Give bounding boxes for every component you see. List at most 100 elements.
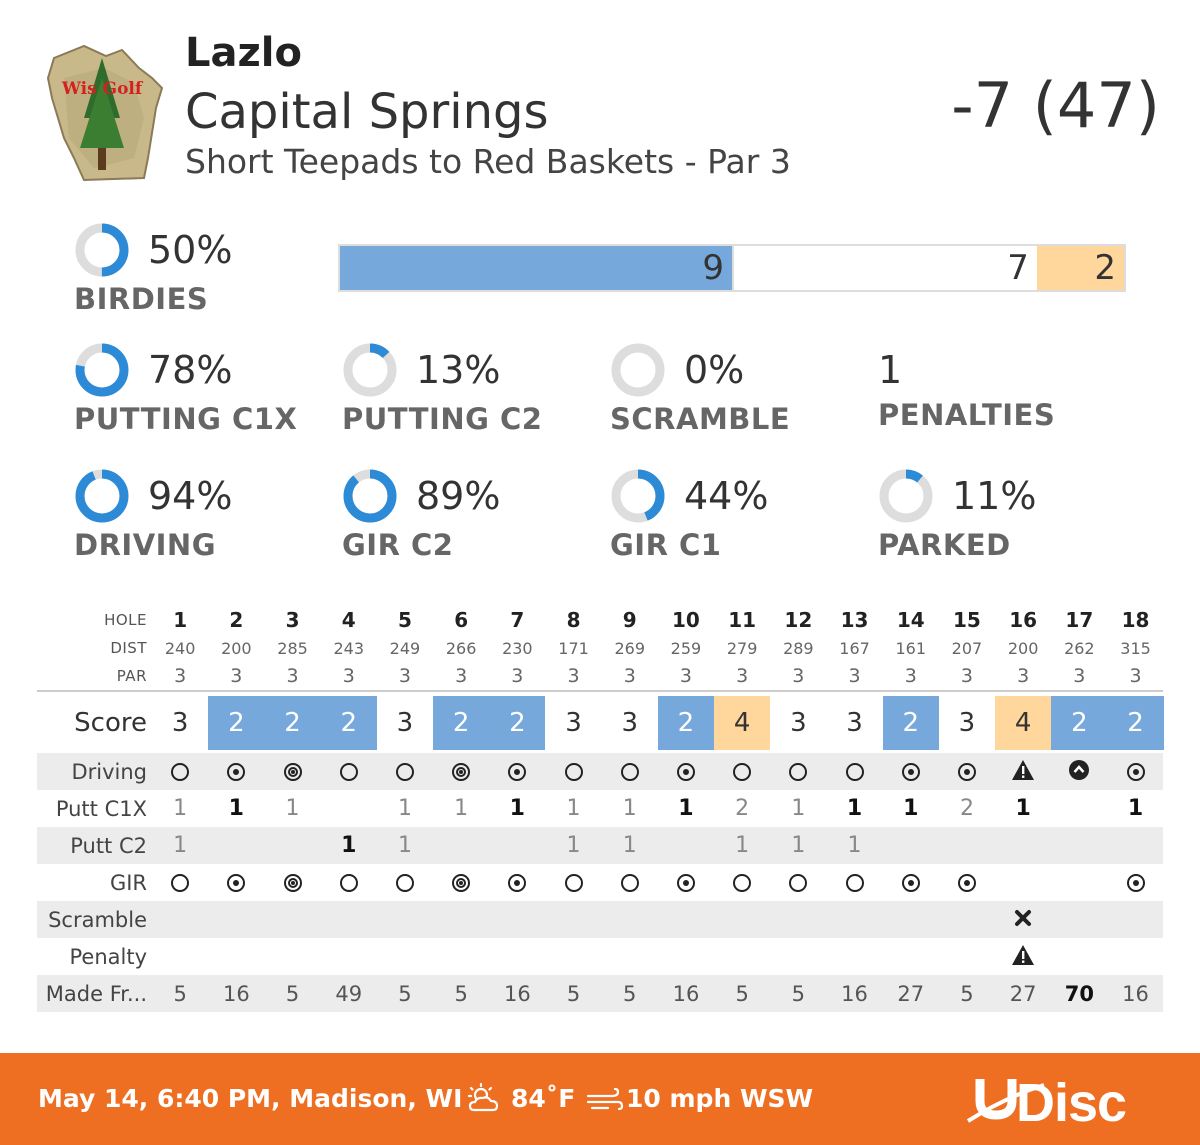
holes-cell: 1 — [173, 608, 188, 632]
made-from-cell: 5 — [735, 981, 749, 1006]
gir-c1-ring — [611, 469, 665, 523]
bullseye-icon — [283, 873, 302, 892]
putt-c1x-row: Putt C1X 1 1 1 1 1 1 1 1 1 2 1 1 1 2 1 1 — [37, 790, 1163, 827]
score-cell: 2 — [208, 696, 265, 750]
dist-cell: 230 — [502, 638, 533, 658]
scramble-ring — [611, 343, 665, 397]
score-bar-segment: 7 — [732, 246, 1037, 290]
driving-cell — [826, 753, 882, 790]
penalty-cell — [489, 938, 545, 975]
putt-c1x-cell: 1 — [678, 796, 694, 821]
made-from-cell: 16 — [222, 981, 250, 1006]
holes-cell: 10 — [672, 608, 700, 632]
penalty-row-label: Penalty — [69, 944, 147, 969]
brand-text: Disc — [1016, 1073, 1126, 1131]
dist-cell: 259 — [670, 638, 702, 658]
circle-outline-icon — [620, 873, 639, 892]
circle-outline-icon — [845, 762, 864, 781]
wind-speed: 10 mph WSW — [626, 1084, 814, 1113]
putt-c2-cell: 1 — [791, 833, 806, 858]
dist-cell: 266 — [445, 638, 477, 658]
driving-cell — [883, 753, 939, 790]
penalty-cell — [1051, 938, 1107, 975]
gir-cell — [433, 864, 489, 901]
putt-c2-cell — [489, 827, 545, 864]
penalty-cell — [152, 938, 208, 975]
score-cell: 3 — [790, 708, 807, 738]
putt-c2-cell — [264, 827, 320, 864]
circle-outline-icon — [564, 762, 583, 781]
logo-text: Wis Golf — [61, 79, 144, 99]
penalty-cell — [433, 938, 489, 975]
putt-c1x-cell: 1 — [846, 796, 863, 821]
driving-cell — [658, 753, 714, 790]
bullseye-icon — [452, 762, 471, 781]
score-cell: 2 — [264, 696, 321, 750]
par-cell: 3 — [736, 665, 749, 687]
circle-outline-icon — [171, 873, 190, 892]
circle-dot-icon — [676, 873, 695, 892]
circle-dot-icon — [227, 873, 246, 892]
putt-c2-cell — [1107, 827, 1163, 864]
circle-outline-icon — [171, 762, 190, 781]
holes-cell: 5 — [397, 608, 412, 632]
par-cell: 3 — [904, 665, 917, 687]
scramble-cell — [152, 901, 208, 938]
circle-dot-icon — [1126, 873, 1145, 892]
layout-name: Short Teepads to Red Baskets - Par 3 — [185, 142, 791, 181]
score-cell: 2 — [1051, 696, 1108, 750]
driving-cell — [714, 753, 770, 790]
ring-fill — [75, 223, 129, 277]
scramble-cell — [770, 901, 826, 938]
dist-cell: 269 — [614, 638, 646, 658]
scramble-cell — [658, 901, 714, 938]
putting-c2-ring — [343, 343, 397, 397]
dist-cell: 167 — [839, 638, 870, 658]
driving-cell — [770, 753, 826, 790]
made-from-cell: 5 — [566, 981, 581, 1006]
bullseye-icon — [283, 762, 302, 781]
chevron-up-circle-icon — [1068, 759, 1090, 785]
penalty-cell — [602, 938, 658, 975]
penalty-cell — [545, 938, 601, 975]
scramble-cell — [264, 901, 320, 938]
made-from-cell: 16 — [503, 981, 531, 1006]
dist-cell: 200 — [1007, 638, 1039, 658]
made-from-cell: 5 — [285, 981, 300, 1006]
bullseye-icon — [452, 873, 471, 892]
putt-c2-row: Putt C2 1 1 1 1 1 1 1 1 — [37, 827, 1163, 864]
par-cell: 3 — [398, 665, 411, 687]
gir-cell — [883, 864, 939, 901]
dist-cell: 207 — [951, 638, 983, 658]
course-name: Capital Springs — [185, 84, 549, 140]
circle-dot-icon — [227, 762, 246, 781]
ring-fill — [75, 469, 129, 523]
putt-c1x-cell: 1 — [1015, 796, 1031, 821]
driving-percent: 94% — [148, 474, 233, 518]
par-cell: 3 — [792, 665, 805, 687]
par-cell: 3 — [342, 665, 355, 687]
par-cell: 3 — [623, 665, 636, 687]
circle-dot-icon — [957, 873, 976, 892]
driving-cell — [939, 753, 995, 790]
gir-row-label: GIR — [109, 870, 147, 895]
circle-dot-icon — [1126, 762, 1145, 781]
dist-cell: 249 — [389, 638, 421, 658]
par-cell: 3 — [1017, 665, 1030, 687]
wind-icon — [586, 1088, 624, 1111]
score-cell: 3 — [958, 708, 976, 738]
penalty-cell — [1107, 938, 1163, 975]
made-from-cell: 5 — [623, 981, 637, 1006]
putting-c1x-percent: 78% — [148, 348, 233, 392]
putt-c2-cell: 1 — [847, 833, 862, 858]
made-from-cell: 5 — [454, 981, 468, 1006]
scramble-cell — [939, 901, 995, 938]
made-from-cell: 5 — [960, 981, 974, 1006]
score-cell: 3 — [171, 708, 189, 738]
temperature: 84˚F — [511, 1084, 576, 1113]
holes-cell: 18 — [1121, 608, 1150, 632]
circle-outline-icon — [339, 873, 358, 892]
holes-cell: 6 — [454, 608, 469, 632]
putt-c1x-cell: 1 — [173, 796, 188, 821]
